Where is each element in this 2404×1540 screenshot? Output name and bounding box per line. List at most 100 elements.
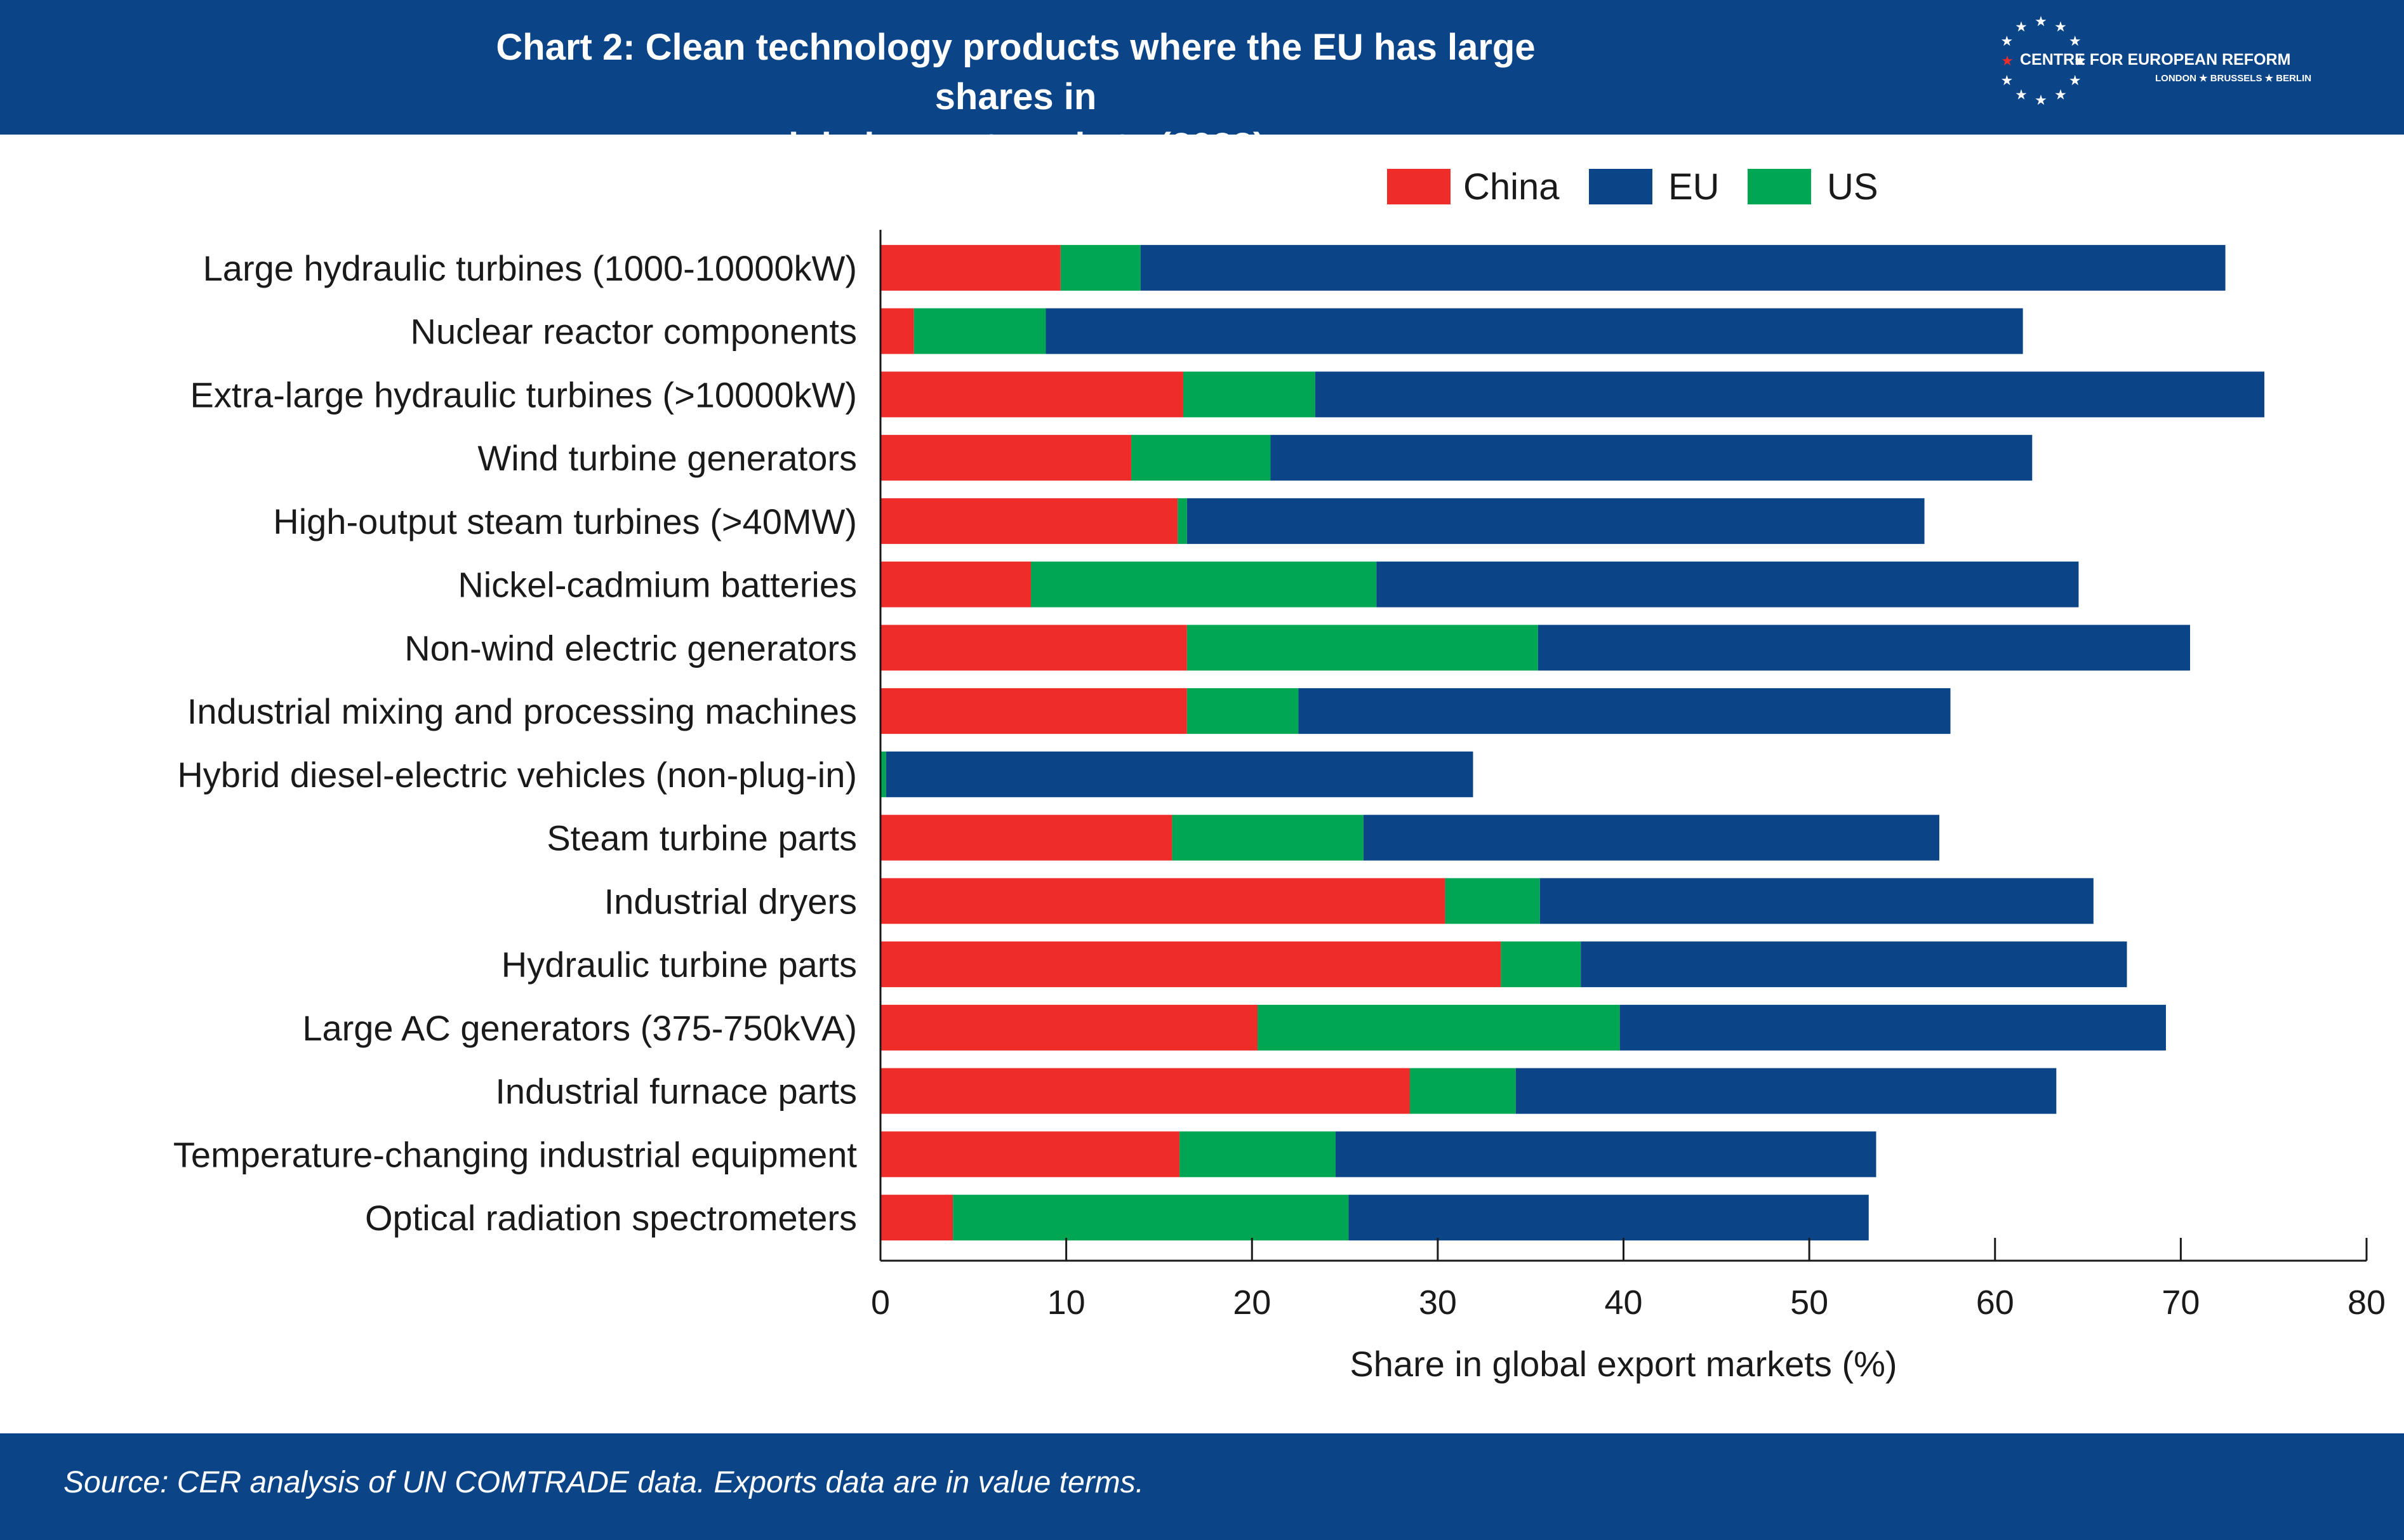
bar-china-3 — [880, 435, 1132, 481]
logo-star: ★ — [2015, 19, 2028, 35]
y-tick-label: Nickel-cadmium batteries — [458, 565, 857, 605]
bar-china-7 — [880, 688, 1187, 734]
x-tick-label: 70 — [2162, 1284, 2200, 1322]
bar-eu-13 — [1515, 1068, 2057, 1114]
y-axis-labels: Large hydraulic turbines (1000-10000kW) N… — [173, 248, 858, 1238]
x-tick-label: 0 — [871, 1284, 890, 1322]
y-tick-label: Industrial furnace parts — [495, 1072, 857, 1112]
bar-eu-7 — [1298, 688, 1951, 734]
y-tick-label: Steam turbine parts — [547, 818, 857, 858]
bar-us-4 — [1178, 498, 1187, 544]
bar-us-8 — [880, 751, 886, 797]
logo-star: ★ — [2069, 73, 2082, 89]
bar-us-7 — [1186, 688, 1299, 734]
bar-china-0 — [880, 244, 1061, 291]
y-tick-label: Wind turbine generators — [477, 438, 857, 478]
logo-star: ★ — [2035, 93, 2047, 108]
bar-china-5 — [880, 561, 1032, 607]
bar-eu-11 — [1581, 941, 2127, 988]
footer-banner: Source: CER analysis of UN COMTRADE data… — [0, 1433, 2404, 1540]
logo-star: ★ — [2069, 34, 2082, 50]
bar-us-14 — [1179, 1131, 1336, 1178]
bar-us-9 — [1172, 814, 1364, 861]
bar-us-5 — [1031, 561, 1377, 607]
source-note: Source: CER analysis of UN COMTRADE data… — [63, 1466, 1144, 1499]
bar-eu-12 — [1619, 1004, 2166, 1051]
bar-china-2 — [880, 371, 1183, 418]
x-tick-label: 80 — [2348, 1284, 2386, 1322]
bar-eu-8 — [886, 751, 1473, 797]
bar-china-1 — [880, 308, 914, 354]
bar-china-13 — [880, 1068, 1410, 1114]
bar-eu-1 — [1046, 308, 2023, 354]
bar-us-3 — [1131, 435, 1271, 481]
bar-eu-4 — [1186, 498, 1925, 544]
bar-china-10 — [880, 878, 1445, 924]
bar-eu-6 — [1537, 625, 2191, 671]
title-line-1: Chart 2: Clean technology products where… — [496, 27, 1536, 117]
y-tick-label: Industrial mixing and processing machine… — [187, 691, 857, 731]
bar-eu-10 — [1539, 878, 2094, 924]
chart-title: Chart 2: Clean technology products where… — [444, 23, 1587, 171]
bar-us-6 — [1186, 625, 1538, 671]
bar-us-1 — [913, 308, 1046, 354]
bar-china-12 — [880, 1004, 1258, 1051]
legend-swatch-china — [1387, 169, 1451, 204]
y-tick-label: Industrial dryers — [604, 881, 857, 921]
x-tick-label: 20 — [1233, 1284, 1271, 1322]
legend-swatch-us — [1748, 169, 1811, 204]
y-tick-label: Non-wind electric generators — [404, 628, 857, 668]
y-tick-label: Large AC generators (375-750kVA) — [302, 1008, 857, 1048]
bar-eu-0 — [1140, 244, 2226, 291]
bar-eu-5 — [1376, 561, 2079, 607]
logo-star: ★ — [2074, 53, 2087, 69]
bar-china-15 — [880, 1195, 953, 1241]
header-banner: Chart 2: Clean technology products where… — [0, 0, 2404, 167]
bar-china-9 — [880, 814, 1172, 861]
star-ring: ★ ★★★★★★★★★★★ — [2000, 14, 2086, 108]
logo-red-star: ★ — [2001, 53, 2014, 69]
y-tick-label: Nuclear reactor components — [411, 312, 857, 352]
logo-star: ★ — [2054, 19, 2067, 35]
y-tick-label: Hybrid diesel-electric vehicles (non-plu… — [177, 755, 857, 795]
logo-star: ★ — [2015, 88, 2028, 103]
bar-us-11 — [1501, 941, 1581, 988]
bar-eu-3 — [1270, 435, 2033, 481]
bar-china-4 — [880, 498, 1178, 544]
y-tick-label: High-output steam turbines (>40MW) — [273, 501, 857, 541]
y-tick-label: Optical radiation spectrometers — [365, 1198, 857, 1238]
logo-star: ★ — [2000, 34, 2013, 50]
logo-star: ★ — [2054, 88, 2067, 103]
chart-area: China EU US Large hydraulic turbines (1000… — [173, 166, 2386, 1384]
legend-swatch-eu — [1589, 169, 1652, 204]
bar-eu-9 — [1363, 814, 1939, 861]
y-tick-label: Extra-large hydraulic turbines (>10000kW… — [190, 375, 857, 415]
bar-us-15 — [953, 1195, 1349, 1241]
bar-eu-15 — [1348, 1195, 1869, 1241]
x-tick-label: 40 — [1604, 1284, 1642, 1322]
bar-eu-2 — [1315, 371, 2265, 418]
bar-us-2 — [1183, 371, 1315, 418]
x-tick-label: 60 — [1976, 1284, 2014, 1322]
bar-china-11 — [880, 941, 1501, 988]
bar-china-14 — [880, 1131, 1180, 1178]
y-tick-label: Hydraulic turbine parts — [501, 945, 857, 985]
x-tick-label: 10 — [1047, 1284, 1086, 1322]
x-tick-label: 30 — [1419, 1284, 1457, 1322]
legend-label-us: US — [1827, 166, 1878, 208]
x-axis-label: Share in global export markets (%) — [1350, 1344, 1897, 1384]
title-line-2: global export markets (2023) — [766, 126, 1266, 167]
bars — [880, 244, 2265, 1241]
bar-us-10 — [1445, 878, 1540, 924]
cer-logo: ★ ★★★★★★★★★★★ CENTRE FOR EUROPEAN REFORM … — [2000, 14, 2311, 108]
bar-eu-14 — [1335, 1131, 1876, 1178]
x-tick-label: 50 — [1790, 1284, 1828, 1322]
bar-us-12 — [1258, 1004, 1620, 1051]
logo-star: ★ — [2000, 73, 2013, 89]
y-tick-label: Large hydraulic turbines (1000-10000kW) — [203, 248, 857, 288]
bar-china-6 — [880, 625, 1187, 671]
bar-us-13 — [1409, 1068, 1516, 1114]
axes: 0 10 20 30 40 50 60 70 80 — [871, 230, 2386, 1322]
legend: China EU US — [1387, 166, 1878, 208]
logo-wordmark: CENTRE FOR EUROPEAN REFORM — [2020, 51, 2290, 69]
